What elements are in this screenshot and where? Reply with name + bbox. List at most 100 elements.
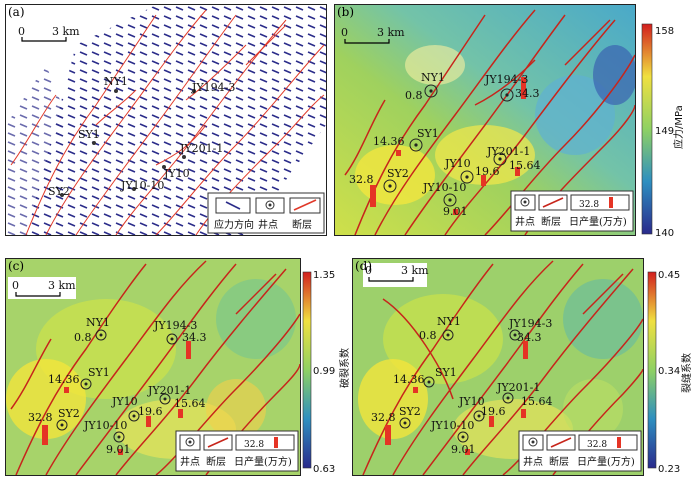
well-prod-ny1-b: 0.8 <box>405 89 423 102</box>
well-label-jy10-d: JY10 <box>458 395 485 408</box>
fracture-coefficient-map: NY1 0.8 JY194-3 34.3 SY1 14.36 JY201-1 1… <box>353 259 643 475</box>
colorbar-c-mid: 0.99 <box>313 366 335 377</box>
well-prod-ny1-d: 0.8 <box>419 329 437 342</box>
legend-d-sample: 32.8 <box>587 440 607 450</box>
scale-bar-b: 0 3 km <box>341 26 405 44</box>
scale-dist-b: 3 km <box>377 26 405 39</box>
prod-bar-sy1-d <box>413 387 418 393</box>
well-label-jy194-b: JY194-3 <box>484 73 528 86</box>
colorbar-c: 1.35 0.99 0.63 <box>302 270 335 475</box>
well-prod-sy2-c: 32.8 <box>28 411 53 424</box>
well-prod-jy201-c: 15.64 <box>174 397 206 410</box>
well-markers-a <box>60 89 196 197</box>
panel-b-map: NY1 0.8 JY194-3 34.3 SY1 14.36 JY201-1 1… <box>334 4 636 236</box>
legend-a-fault: 断层 <box>292 218 312 231</box>
panel-c-label: (c) <box>8 259 25 273</box>
well-label-ny1-b: NY1 <box>421 71 445 84</box>
well-prod-jy1010-d: 9.01 <box>451 443 476 456</box>
well-prod-jy10-b: 19.6 <box>475 165 500 178</box>
panel-c: NY1 0.8 JY194-3 34.3 SY1 14.36 JY201-1 1… <box>5 258 343 476</box>
well-label-sy2-a: SY2 <box>48 185 70 198</box>
well-jy1010-marker-a <box>132 187 136 191</box>
well-label-sy1-c: SY1 <box>88 366 110 379</box>
well-label-jy1010-b: JY10-10 <box>422 181 466 194</box>
prod-bar-jy10-c <box>146 416 151 427</box>
prod-bar-jy194-c <box>186 341 191 359</box>
scale-dist-d: 3 km <box>401 264 429 277</box>
legend-b-prod: 日产量(万方) <box>569 215 627 228</box>
legend-a-well: 井点 <box>258 218 278 231</box>
panel-d-map: NY1 0.8 JY194-3 34.3 SY1 14.36 JY201-1 1… <box>352 258 644 476</box>
well-label-jy1010-d: JY10-10 <box>430 419 474 432</box>
prod-bar-jy201-b <box>515 167 520 176</box>
stress-map: NY1 0.8 JY194-3 34.3 SY1 14.36 JY201-1 1… <box>335 5 635 235</box>
legend-c-well: 井点 <box>180 455 200 468</box>
legend-b-fault: 断层 <box>541 215 561 228</box>
well-label-ny1-c: NY1 <box>86 316 110 329</box>
prod-bar-sy1-b <box>396 150 401 156</box>
prod-bar-jy10-b <box>481 175 486 186</box>
production-bars-c <box>42 341 191 455</box>
prod-bar-jy10-d <box>489 416 494 427</box>
prod-bar-sy2-d <box>385 425 391 445</box>
well-label-jy201-d: JY201-1 <box>496 381 540 394</box>
prod-bar-jy201-d <box>521 409 526 418</box>
well-label-jy194-a: JY194-3 <box>191 81 235 94</box>
prod-bar-jy1010-c <box>118 449 123 455</box>
legend-d-prod: 日产量(万方) <box>577 455 635 468</box>
well-label-jy201-b: JY201-1 <box>486 145 530 158</box>
well-jy201-marker-a <box>182 155 186 159</box>
well-label-jy194-d: JY194-3 <box>508 317 552 330</box>
colorbar-c-title: 破裂系数 <box>338 348 351 388</box>
well-prod-sy1-b: 14.36 <box>373 135 405 148</box>
well-prod-jy194-b: 34.3 <box>515 87 540 100</box>
well-jy194-marker-a <box>192 89 196 93</box>
colorbar-b-max: 158 <box>655 26 674 37</box>
well-prod-ny1-c: 0.8 <box>74 331 92 344</box>
legend-c-prod: 日产量(万方) <box>234 455 292 468</box>
well-sy1-marker-a <box>92 141 96 145</box>
well-sy2-marker-a <box>60 193 64 197</box>
legend-c-fault: 断层 <box>206 455 226 468</box>
colorbar-b-min: 140 <box>655 228 674 236</box>
legend-d: 32.8 井点 断层 日产量(万方) <box>518 430 642 472</box>
colorbar-d-min: 0.23 <box>658 464 680 475</box>
well-label-jy10-b: JY10 <box>444 157 471 170</box>
colorbar-b: 158 149 140 应力/MPa <box>641 23 685 236</box>
well-prod-jy194-d: 34.3 <box>517 331 542 344</box>
well-label-sy1-d: SY1 <box>435 366 457 379</box>
well-label-ny1-a: NY1 <box>104 75 128 88</box>
scale-bar-d: 0 3 km <box>363 263 429 287</box>
well-label-sy1-b: SY1 <box>417 127 439 140</box>
well-prod-jy201-b: 15.64 <box>509 159 541 172</box>
legend-a: 应力方向 井点 断层 <box>207 192 325 234</box>
colorbar-d-max: 0.45 <box>658 270 680 281</box>
colorbar-b-title: 应力/MPa <box>672 105 685 149</box>
production-bars-d <box>385 341 528 455</box>
panel-a: NY1 JY194-3 SY1 JY201-1 JY10 JY10-10 SY2… <box>5 4 327 236</box>
colorbar-c-title-wrap: 破裂系数 <box>338 348 351 388</box>
panel-b: NY1 0.8 JY194-3 34.3 SY1 14.36 JY201-1 1… <box>334 4 696 236</box>
well-label-jy201-a: JY201-1 <box>179 142 223 155</box>
scale-dist-c: 3 km <box>48 279 76 292</box>
panel-b-label: (b) <box>337 5 355 19</box>
well-prod-jy201-d: 15.64 <box>521 395 553 408</box>
well-label-jy194-c: JY194-3 <box>153 319 197 332</box>
legend-d-fault: 断层 <box>549 455 569 468</box>
colorbar-c-max: 1.35 <box>313 270 335 281</box>
rupture-coefficient-map: NY1 0.8 JY194-3 34.3 SY1 14.36 JY201-1 1… <box>6 259 300 475</box>
colorbar-d-mid: 0.34 <box>658 366 680 377</box>
well-label-sy2-b: SY2 <box>387 167 409 180</box>
legend-b-well: 井点 <box>515 215 535 228</box>
well-label-jy1010-c: JY10-10 <box>83 419 127 432</box>
scale-zero-a: 0 <box>18 25 25 38</box>
well-label-sy1-a: SY1 <box>78 128 100 141</box>
well-label-jy201-c: JY201-1 <box>147 384 191 397</box>
prod-bar-sy1-c <box>64 387 69 393</box>
panel-a-map: NY1 JY194-3 SY1 JY201-1 JY10 JY10-10 SY2… <box>5 4 327 236</box>
prod-bar-jy1010-d <box>465 449 470 455</box>
well-label-jy10-a: JY10 <box>163 167 190 180</box>
legend-d-well: 井点 <box>523 455 543 468</box>
colorbar-b-mid: 149 <box>655 126 674 137</box>
prod-bar-jy194-d <box>523 341 528 359</box>
